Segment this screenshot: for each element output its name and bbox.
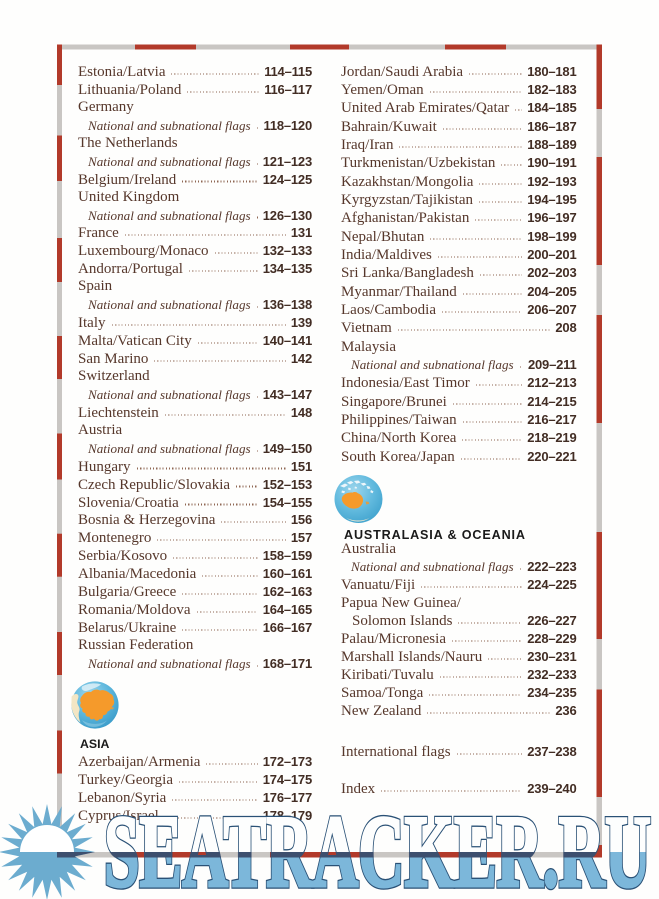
svg-text:SEATRACKER.RU: SEATRACKER.RU	[104, 795, 651, 899]
svg-text:SEATRACKER.RU: SEATRACKER.RU	[104, 795, 651, 899]
